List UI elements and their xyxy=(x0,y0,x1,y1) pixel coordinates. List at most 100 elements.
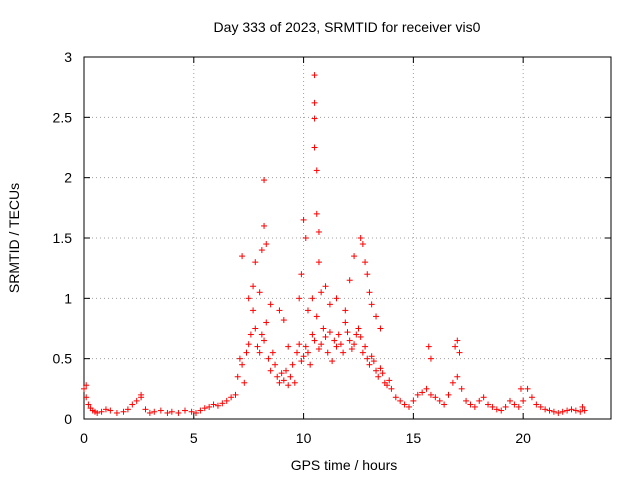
data-point xyxy=(302,235,309,241)
data-point xyxy=(219,400,226,407)
data-point xyxy=(285,343,292,350)
data-point xyxy=(164,409,171,416)
data-point xyxy=(120,408,127,415)
data-point xyxy=(410,397,417,404)
data-point xyxy=(333,295,340,302)
data-point xyxy=(337,341,344,348)
data-point xyxy=(346,337,353,344)
data-point xyxy=(348,346,355,353)
data-point xyxy=(298,271,305,278)
data-point xyxy=(379,370,386,377)
data-point xyxy=(296,341,303,348)
data-point xyxy=(102,406,109,413)
data-point xyxy=(546,407,553,414)
data-point xyxy=(261,177,268,184)
data-point xyxy=(388,385,395,392)
data-point xyxy=(579,403,586,410)
data-point xyxy=(315,228,322,235)
y-tick-labels: 0 0.5 1 1.5 2 2.5 3 xyxy=(53,49,73,427)
data-point xyxy=(315,346,322,353)
data-point xyxy=(353,331,360,338)
data-point xyxy=(313,210,320,217)
data-point xyxy=(129,401,136,408)
data-point xyxy=(232,391,239,398)
data-point xyxy=(302,343,309,350)
data-point xyxy=(313,167,320,174)
data-point xyxy=(498,407,505,414)
data-point xyxy=(197,407,204,414)
data-point xyxy=(188,408,195,415)
data-point xyxy=(357,235,364,241)
data-point xyxy=(311,144,318,151)
data-point xyxy=(241,379,248,386)
data-point xyxy=(368,353,375,360)
data-point xyxy=(98,408,105,415)
data-point xyxy=(373,313,380,320)
data-point xyxy=(296,295,303,302)
data-point xyxy=(300,353,307,360)
data-point xyxy=(287,373,294,380)
data-point xyxy=(278,370,285,377)
data-point xyxy=(280,317,287,324)
data-point xyxy=(157,407,164,414)
plot-frame xyxy=(83,56,612,420)
data-point xyxy=(254,343,261,350)
data-point xyxy=(272,361,279,368)
data-point xyxy=(355,325,362,332)
data-point xyxy=(392,394,399,401)
data-point xyxy=(168,408,175,415)
data-point xyxy=(463,397,470,404)
x-tick-label: 10 xyxy=(296,430,312,446)
data-point xyxy=(234,373,241,380)
data-points xyxy=(81,72,588,416)
data-point xyxy=(351,341,358,348)
x-tick-label: 5 xyxy=(190,430,198,446)
x-tick-label: 15 xyxy=(406,430,422,446)
data-point xyxy=(344,329,351,336)
data-point xyxy=(311,72,318,79)
data-point xyxy=(452,343,459,350)
data-point xyxy=(256,289,263,296)
data-point xyxy=(480,394,487,401)
data-point xyxy=(223,397,230,404)
data-point xyxy=(201,405,208,412)
data-point xyxy=(239,361,246,368)
data-point xyxy=(247,331,254,338)
data-point xyxy=(94,409,101,416)
data-point xyxy=(342,307,349,314)
data-point xyxy=(326,301,333,308)
y-axis-label: SRMTID / TECUs xyxy=(6,183,22,293)
data-point xyxy=(362,343,369,350)
data-point xyxy=(324,349,331,356)
data-point xyxy=(373,367,380,374)
data-point xyxy=(133,397,140,404)
data-point xyxy=(572,407,579,414)
data-point xyxy=(304,349,311,356)
data-point xyxy=(124,406,131,413)
data-point xyxy=(315,259,322,266)
data-point xyxy=(384,382,391,389)
data-point xyxy=(206,403,213,410)
data-point xyxy=(542,406,549,413)
data-point xyxy=(320,325,327,332)
x-tick-label: 0 xyxy=(80,430,88,446)
data-point xyxy=(476,397,483,404)
data-point xyxy=(309,331,316,338)
data-point xyxy=(515,403,522,410)
data-point xyxy=(269,349,276,356)
data-point xyxy=(326,329,333,336)
y-tick-label: 0 xyxy=(64,411,72,427)
data-point xyxy=(517,385,524,392)
data-point xyxy=(564,407,571,414)
data-point xyxy=(261,222,268,229)
data-point xyxy=(276,379,283,386)
data-point xyxy=(568,406,575,413)
y-tick-label: 2 xyxy=(64,170,72,186)
data-point xyxy=(331,337,338,344)
data-point xyxy=(236,355,243,362)
data-point xyxy=(425,343,432,350)
data-point xyxy=(528,394,535,401)
data-point xyxy=(441,401,448,408)
